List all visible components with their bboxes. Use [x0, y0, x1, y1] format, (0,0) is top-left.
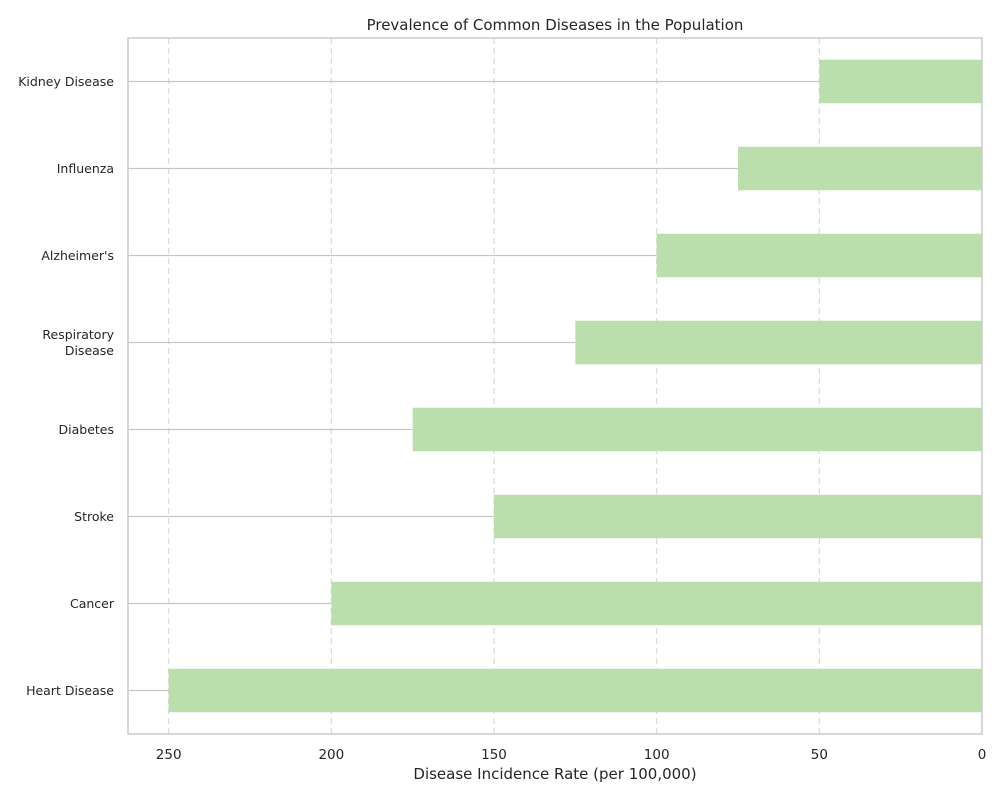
x-tick-label: 100	[644, 747, 670, 763]
y-tick-label: Alzheimer's	[41, 248, 114, 263]
bar	[412, 407, 983, 452]
y-tick-label: Stroke	[74, 509, 114, 524]
bar	[738, 146, 982, 191]
x-tick-label: 0	[978, 747, 987, 763]
y-tick-label: Respiratory Disease	[42, 327, 114, 358]
x-tick-label: 200	[318, 747, 344, 763]
x-tick-labels: 250 200 150 100 50 0	[156, 747, 987, 763]
bar	[575, 320, 982, 365]
bar	[656, 233, 982, 278]
y-tick-label: Cancer	[70, 596, 115, 611]
bar	[494, 494, 982, 539]
y-tick-label: Heart Disease	[26, 683, 114, 698]
y-tick-label: Kidney Disease	[18, 74, 114, 89]
x-axis-label: Disease Incidence Rate (per 100,000)	[413, 765, 696, 783]
grid-lines	[168, 38, 983, 734]
y-tick-label: Diabetes	[59, 422, 115, 437]
bar	[331, 581, 982, 626]
bar	[168, 668, 982, 713]
chart-title: Prevalence of Common Diseases in the Pop…	[367, 16, 744, 34]
x-tick-label: 150	[481, 747, 507, 763]
plot-frame	[127, 37, 983, 735]
leader-lines	[128, 80, 820, 692]
y-tick-label: Influenza	[57, 161, 114, 176]
bars	[168, 59, 983, 713]
y-tick-labels: Heart Disease Cancer Stroke Diabetes Respira…	[18, 74, 115, 698]
bar	[819, 59, 982, 104]
x-tick-label: 50	[811, 747, 828, 763]
x-tick-label: 250	[156, 747, 182, 763]
